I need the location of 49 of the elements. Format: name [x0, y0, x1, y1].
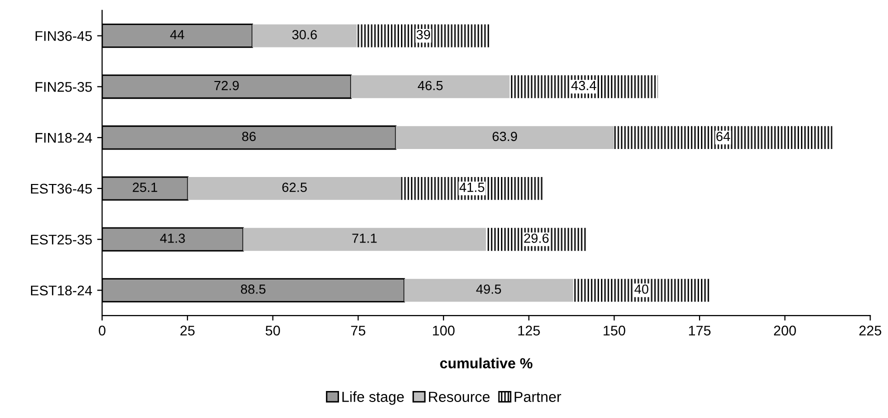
- x-tick-label: 25: [180, 326, 195, 336]
- y-tick-label: EST25-35: [31, 234, 92, 245]
- data-label: 86: [242, 132, 256, 142]
- x-tick-label: 50: [266, 326, 280, 336]
- bar: [404, 278, 574, 302]
- data-label: 64: [716, 132, 730, 142]
- legend-label: Partner: [514, 392, 562, 402]
- bar: [356, 24, 490, 48]
- data-label: 62.5: [282, 182, 307, 192]
- x-axis-title: cumulative %: [440, 358, 532, 368]
- data-label: 72.9: [214, 80, 239, 90]
- x-tick-label: 150: [604, 326, 626, 336]
- data-label: 49.5: [476, 284, 502, 294]
- data-label: 40: [634, 284, 648, 294]
- x-tick-label: 200: [774, 326, 796, 336]
- data-label: 30.6: [292, 30, 317, 40]
- x-tick-label: 0: [98, 326, 106, 336]
- bar: [252, 24, 357, 48]
- data-label: 63.9: [492, 132, 517, 142]
- x-tick-label: 100: [432, 326, 455, 336]
- data-label: 29.6: [524, 234, 549, 243]
- y-tick-label: FIN18-24: [36, 132, 92, 143]
- data-label: 41.5: [459, 182, 484, 192]
- bar: [243, 228, 486, 251]
- bar: [573, 278, 710, 302]
- bar: [401, 177, 543, 200]
- data-label: 41.3: [160, 234, 185, 243]
- y-tick-label: EST18-24: [31, 286, 92, 296]
- data-label: 25.1: [132, 182, 158, 192]
- bar: [188, 177, 402, 200]
- bar: [510, 75, 658, 98]
- y-tick-label: FIN36-45: [36, 31, 92, 41]
- x-tick-label: 175: [689, 326, 711, 336]
- bar: [350, 75, 510, 98]
- x-tick-label: 125: [518, 326, 540, 336]
- y-tick-label: EST36-45: [31, 184, 92, 194]
- y-tick-label: FIN25-35: [36, 82, 92, 92]
- data-label: 39: [416, 30, 430, 40]
- bar: [396, 126, 614, 150]
- x-tick-label: 75: [351, 326, 366, 336]
- legend-label: Life stage: [342, 391, 404, 405]
- data-label: 44: [170, 30, 184, 40]
- data-label: 46.5: [418, 80, 443, 90]
- legend-label: Resource: [428, 392, 490, 402]
- bar: [614, 126, 832, 150]
- data-label: 88.5: [240, 284, 266, 294]
- data-label: 71.1: [352, 234, 377, 243]
- x-tick-label: 225: [859, 326, 882, 336]
- data-label: 43.4: [571, 80, 596, 90]
